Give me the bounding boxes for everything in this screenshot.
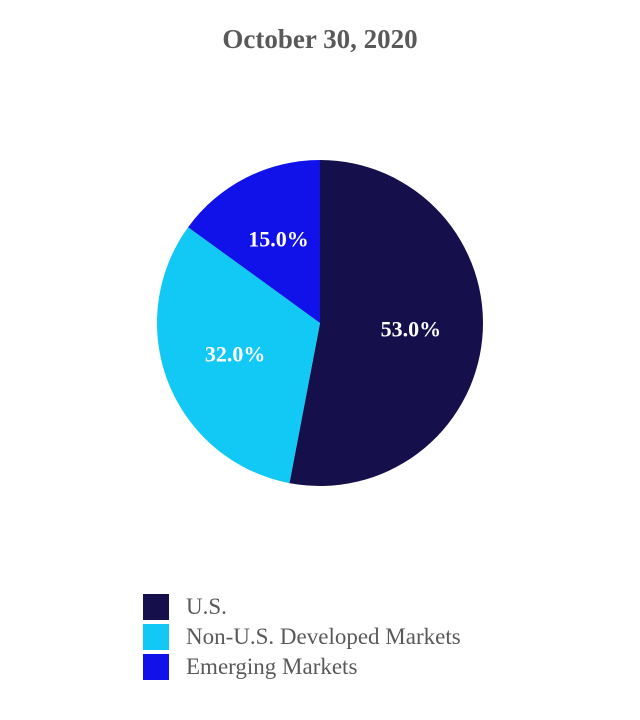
legend-label-non-us-developed: Non-U.S. Developed Markets bbox=[186, 624, 461, 649]
legend-item-emerging: Emerging Markets bbox=[143, 652, 461, 682]
legend-label-emerging: Emerging Markets bbox=[186, 654, 358, 679]
chart-title: October 30, 2020 bbox=[222, 24, 418, 54]
pie-label-non-us-developed: 32.0% bbox=[205, 342, 266, 367]
pie-slice-non-us-developed bbox=[156, 227, 320, 484]
legend-item-non-us-developed: Non-U.S. Developed Markets bbox=[143, 622, 461, 652]
pie-slice-emerging bbox=[188, 160, 320, 323]
pie-chart: 53.0% 32.0% 15.0% bbox=[156, 160, 484, 486]
legend-swatch-us bbox=[143, 594, 169, 620]
pie-label-us: 53.0% bbox=[381, 317, 442, 342]
pie-label-emerging: 15.0% bbox=[248, 227, 309, 252]
legend-label-us: U.S. bbox=[186, 594, 227, 619]
pie-labels: 53.0% 32.0% 15.0% bbox=[205, 227, 441, 367]
legend-swatch-emerging bbox=[143, 654, 169, 680]
pie-slices bbox=[156, 160, 484, 486]
legend-item-us: U.S. bbox=[143, 592, 461, 622]
legend-swatch-non-us-developed bbox=[143, 624, 169, 650]
legend: U.S. Non-U.S. Developed Markets Emerging… bbox=[143, 592, 461, 682]
pie-slice-us bbox=[289, 160, 484, 486]
